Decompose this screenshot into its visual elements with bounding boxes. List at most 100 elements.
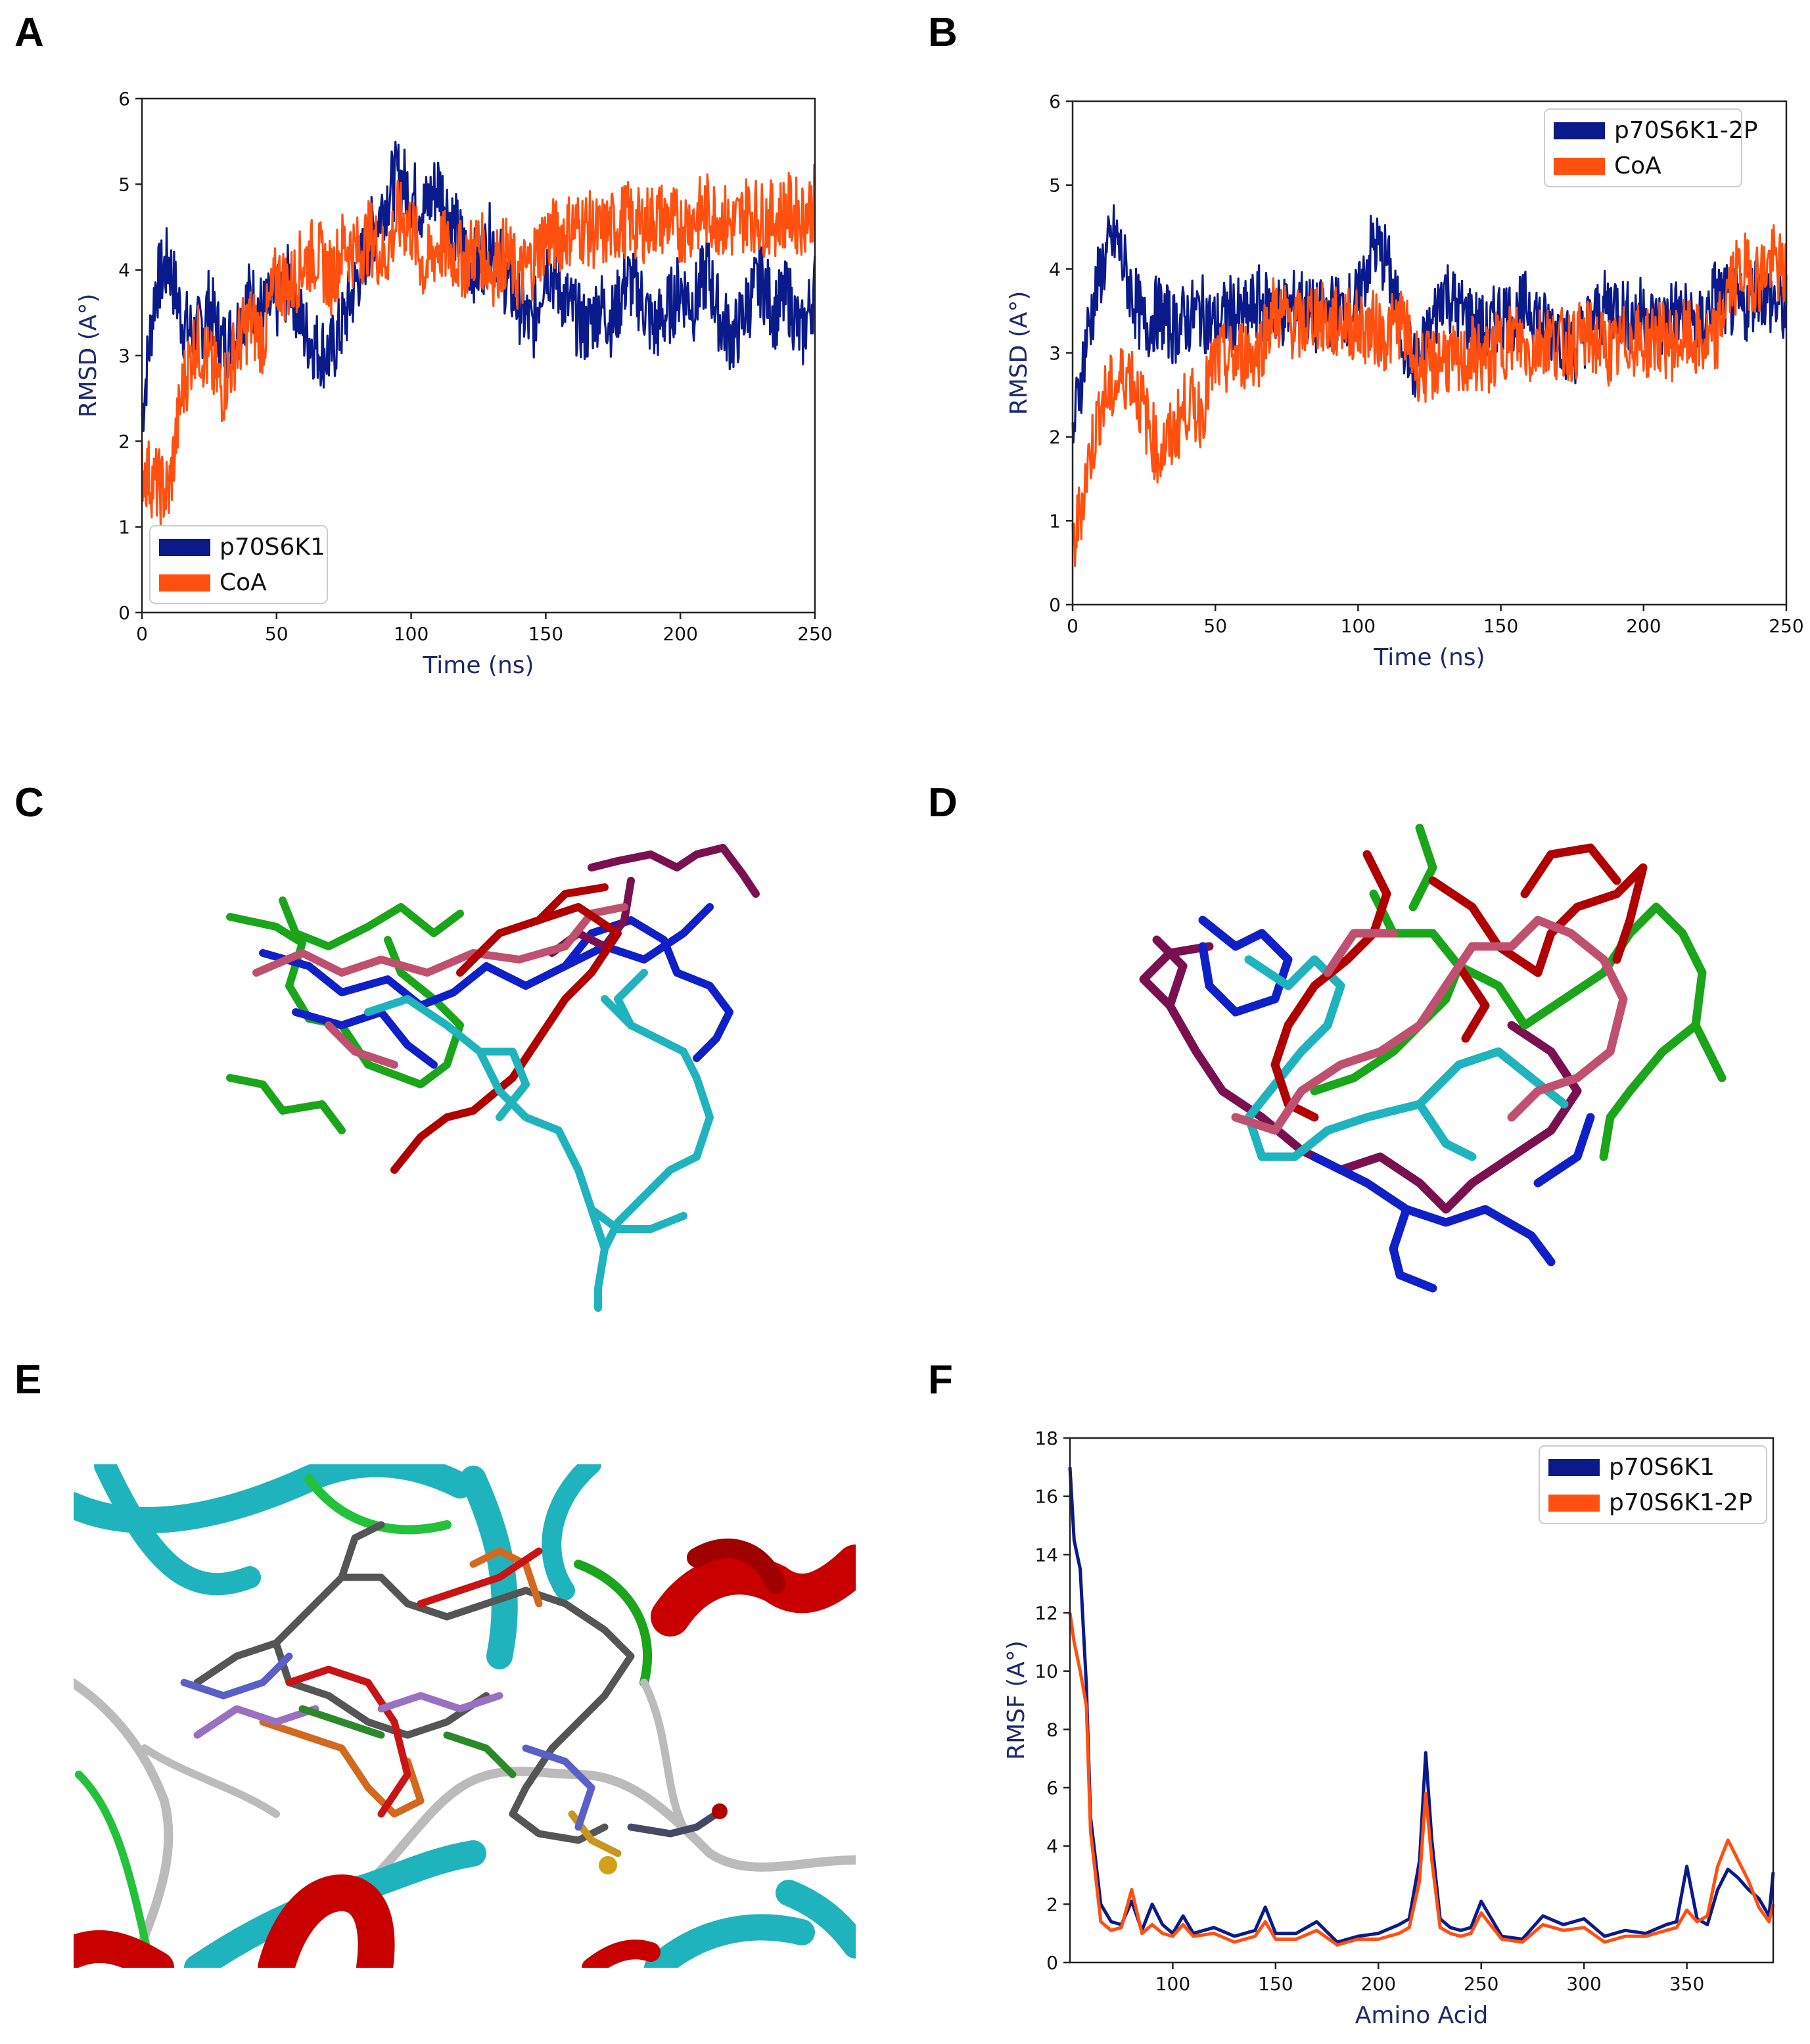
x-axis-label: Time (ns) <box>1373 644 1485 671</box>
chart-a: 0 50 100 150 200 250 0 1 2 3 4 5 6 Time (ns) RMSD (A°)… <box>75 88 833 679</box>
legend-swatch <box>1554 122 1605 139</box>
y-tick-label: 18 <box>1034 1428 1058 1449</box>
series-line-a-1 <box>141 163 816 526</box>
x-tick-label: 200 <box>1626 615 1661 637</box>
x-axis-label: Time (ns) <box>422 652 534 679</box>
series-line-b-1 <box>1071 224 1788 567</box>
ligand-pink-d <box>1231 942 1477 1135</box>
y-tick-label: 0 <box>1046 1952 1058 1974</box>
ligand-gray-e <box>193 1573 635 1818</box>
x-tick-label: 250 <box>797 623 832 645</box>
legend-swatch <box>1554 158 1605 175</box>
x-tick-label: 150 <box>1258 1973 1293 1995</box>
ligand-orange-e <box>259 1718 425 1818</box>
panel-letter-f: F <box>928 1357 953 1403</box>
x-tick-label: 250 <box>1769 615 1803 637</box>
y-tick-label: 10 <box>1034 1661 1058 1683</box>
ligand-green-c <box>226 913 464 1088</box>
legend-label: CoA <box>220 569 267 596</box>
y-axis-label: RMSF (A°) <box>1003 1640 1030 1760</box>
x-tick-label: 250 <box>1464 1973 1498 1995</box>
y-tick-label: 6 <box>1046 1777 1058 1799</box>
x-axis-label: Amino Acid <box>1355 2002 1489 2029</box>
y-tick-label: 1 <box>118 517 130 538</box>
y-tick-label: 16 <box>1034 1486 1058 1508</box>
x-tick-label: 200 <box>1361 1973 1396 1995</box>
chart-b: 0 50 100 150 200 250 0 1 2 3 4 5 6 Time (ns) RMSD (A°)… <box>1006 91 1804 671</box>
panel-letter-e: E <box>14 1357 42 1403</box>
x-tick-label: 0 <box>1067 615 1079 637</box>
x-tick-label: 0 <box>136 623 148 645</box>
y-tick-label: 2 <box>118 430 130 452</box>
y-tick-label: 1 <box>1049 510 1061 532</box>
ligand-purple-e <box>193 1705 319 1739</box>
x-tick-label: 100 <box>394 623 429 645</box>
ligand-cyan-d <box>1244 955 1569 1161</box>
red-helix-right <box>651 1545 856 1637</box>
ligand-red-d <box>1270 850 1391 1122</box>
ligand-green-e <box>298 1705 385 1739</box>
cyan-ribbon-top <box>74 1464 473 1533</box>
ligand-blue-d <box>1198 916 1293 1017</box>
legend-box <box>1539 1445 1767 1524</box>
ligand-red-e <box>285 1665 411 1818</box>
cyan-ribbon-bottom-left <box>184 1840 486 1968</box>
ligand-green-d <box>1310 889 1464 1096</box>
y-tick-label: 6 <box>1049 91 1061 112</box>
plot-frame <box>141 97 816 614</box>
y-tick-label: 6 <box>118 88 130 110</box>
y-tick-label: 8 <box>1046 1719 1058 1740</box>
y-axis-label: RMSD (A°) <box>1006 291 1033 415</box>
ligand-blue-e <box>180 1652 293 1700</box>
x-tick-label: 300 <box>1566 1973 1601 1995</box>
y-tick-label: 4 <box>1049 258 1061 280</box>
ligand-pink-c <box>252 903 628 977</box>
panel-letter-c: C <box>14 780 44 825</box>
panel-letter-a: A <box>14 10 44 55</box>
legend-swatch <box>1548 1459 1600 1476</box>
plot-frame <box>1069 1437 1775 1964</box>
y-tick-label: 5 <box>118 174 130 195</box>
y-tick-label: 3 <box>118 345 130 367</box>
y-tick-label: 3 <box>1049 342 1061 364</box>
series-line-b-0 <box>1071 204 1788 444</box>
series-line-f-0 <box>1068 1467 1775 1944</box>
legend-label: p70S6K1-2P <box>1609 1489 1753 1516</box>
y-tick-label: 2 <box>1046 1893 1058 1915</box>
ligand-blue-c <box>259 903 714 1010</box>
x-tick-label: 50 <box>265 623 289 645</box>
plot-frame <box>1071 100 1788 606</box>
series-line-a-0 <box>141 141 816 432</box>
x-tick-label: 200 <box>662 623 697 645</box>
legend-label: p70S6K1 <box>220 534 325 561</box>
ligand-cyan-c <box>364 995 714 1253</box>
y-tick-label: 4 <box>1046 1836 1058 1857</box>
legend-label: CoA <box>1614 152 1661 179</box>
chart-f: 100 150 200 250 300 350 0 2 4 6 8 10 12 14 16 18 Amino A… <box>1003 1428 1775 2029</box>
y-tick-label: 14 <box>1034 1544 1058 1566</box>
y-tick-label: 12 <box>1034 1602 1058 1624</box>
ligand-maroon-d <box>1152 935 1582 1214</box>
oxygen-atom <box>712 1803 728 1819</box>
y-tick-label: 2 <box>1049 427 1061 448</box>
series-line-f-1 <box>1068 1612 1775 1947</box>
x-tick-label: 150 <box>528 623 563 645</box>
panel-letter-d: D <box>928 780 958 825</box>
y-tick-label: 0 <box>1049 594 1061 616</box>
panel-letter-b: B <box>928 10 958 55</box>
ligand-red-c <box>390 903 622 1174</box>
x-tick-label: 350 <box>1669 1973 1704 1995</box>
legend-box <box>1544 108 1742 187</box>
legend-label: p70S6K1 <box>1609 1454 1715 1481</box>
y-tick-label: 0 <box>118 602 130 624</box>
red-helix-bottom <box>258 1874 395 1968</box>
legend-label: p70S6K1-2P <box>1614 117 1758 144</box>
y-tick-label: 4 <box>118 260 130 281</box>
legend-box <box>149 525 328 604</box>
legend-swatch <box>159 574 210 592</box>
x-tick-label: 150 <box>1483 615 1518 637</box>
